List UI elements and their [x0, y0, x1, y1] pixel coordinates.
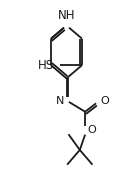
- Text: HS: HS: [38, 59, 54, 72]
- Text: O: O: [87, 125, 96, 135]
- Text: O: O: [101, 95, 109, 106]
- Text: N: N: [56, 96, 64, 106]
- Text: NH: NH: [58, 9, 75, 22]
